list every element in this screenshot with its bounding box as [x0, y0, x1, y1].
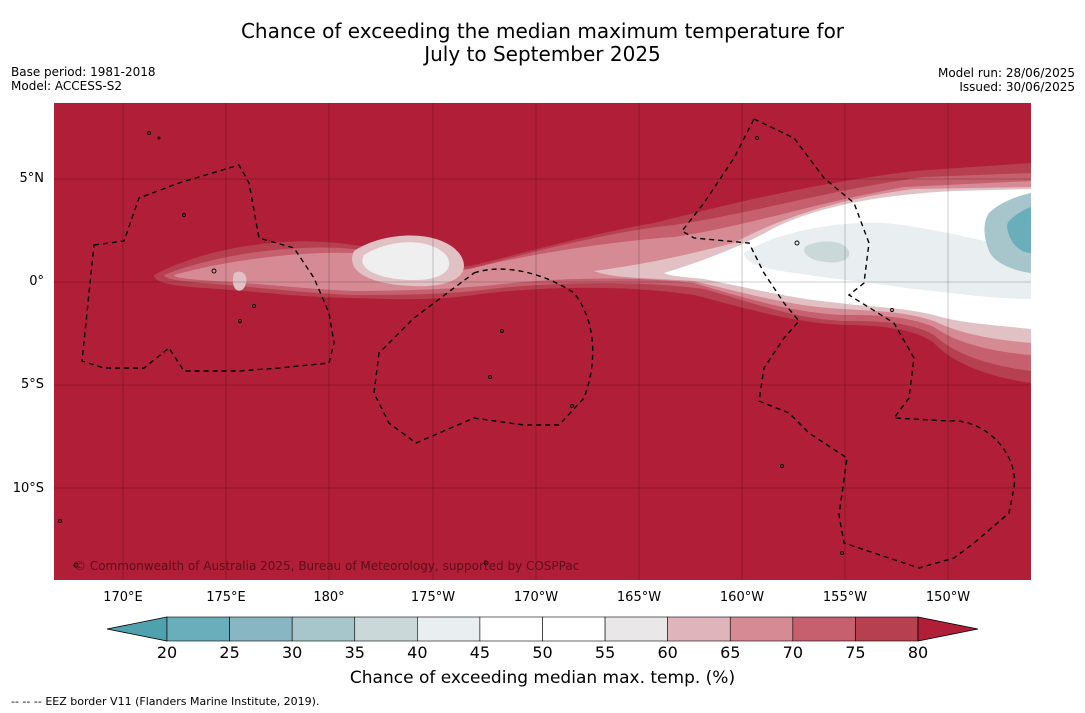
lat-label-5s: 5°S — [20, 377, 44, 392]
chart-title: Chance of exceeding the median maximum t… — [0, 20, 1085, 66]
colorbar-tick-label: 60 — [657, 643, 678, 662]
contour-45 — [744, 222, 1031, 299]
island — [488, 375, 492, 379]
eez-border-kiribati-gilbert — [81, 164, 335, 372]
colorbar-segment — [166, 616, 230, 642]
colorbar-segment — [229, 616, 293, 642]
colorbar-tick-label: 65 — [720, 643, 741, 662]
colorbar-arrow-low — [106, 616, 168, 642]
island — [73, 562, 79, 568]
colorbar — [106, 616, 979, 642]
colorbar-segment — [604, 616, 668, 642]
map-background — [54, 103, 1031, 580]
colorbar-segment — [291, 616, 356, 642]
graticule — [54, 103, 1031, 580]
island — [182, 213, 186, 217]
probability-contours — [154, 163, 1031, 383]
island — [211, 268, 217, 274]
colorbar-segment — [354, 616, 418, 642]
contour-55 — [362, 242, 450, 281]
island — [157, 136, 161, 140]
model-name: Model: ACCESS-S2 — [11, 79, 123, 93]
colorbar-segment — [479, 616, 543, 642]
lon-label: 165°W — [616, 590, 662, 605]
island — [890, 308, 894, 312]
lat-label-5n: 5°N — [19, 171, 45, 186]
island — [252, 304, 256, 308]
colorbar-tick-label: 75 — [845, 643, 866, 662]
island — [238, 319, 242, 323]
lon-label: 150°W — [925, 590, 971, 605]
colorbar-segment — [667, 616, 731, 642]
eez-border-phoenix — [373, 268, 594, 444]
model-run: Model run: 28/06/2025 — [937, 66, 1075, 80]
eez-legend-symbol: -- -- -- — [11, 695, 42, 708]
island — [500, 329, 504, 333]
island — [755, 136, 759, 140]
colorbar-tick-label: 40 — [407, 643, 428, 662]
issued-date: Issued: 30/06/2025 — [959, 80, 1075, 94]
base-period: Base period: 1981-2018 — [11, 65, 156, 79]
colorbar-tick-label: 45 — [469, 643, 491, 662]
colorbar-tick-label: 35 — [344, 643, 365, 662]
colorbar-tick-label: 50 — [532, 643, 553, 662]
copyright-notice: © Commonwealth of Australia 2025, Bureau… — [74, 559, 579, 573]
lon-label: 170°W — [513, 590, 559, 605]
lon-label: 170°E — [103, 590, 143, 605]
island — [840, 551, 844, 555]
colorbar-arrow-high — [917, 616, 979, 642]
colorbar-segment — [417, 616, 481, 642]
colorbar-segment — [792, 616, 856, 642]
lon-label: 175°E — [206, 590, 246, 605]
colorbar-tick-label: 80 — [907, 643, 929, 662]
island — [794, 240, 800, 246]
lat-label-0: 0° — [29, 274, 44, 289]
eez-legend-text: EEZ border V11 (Flanders Marine Institut… — [45, 695, 320, 708]
lon-label: 155°W — [822, 590, 868, 605]
meta-right: Model run: 28/06/2025 Issued: 30/06/2025 — [938, 66, 1075, 94]
eez-legend: -- -- -- EEZ border V11 (Flanders Marine… — [11, 695, 319, 708]
colorbar-tick-label: 30 — [281, 643, 303, 662]
colorbar-segment — [729, 616, 794, 642]
island — [58, 519, 62, 523]
colorbar-tick-label: 25 — [219, 643, 240, 662]
map-panel: © Commonwealth of Australia 2025, Bureau… — [54, 103, 1031, 580]
contour-60c — [232, 271, 247, 291]
island — [483, 560, 489, 566]
lon-label: 180° — [313, 590, 345, 605]
lon-label: 160°W — [719, 590, 765, 605]
contour-40 — [804, 241, 850, 263]
title-line-1: Chance of exceeding the median maximum t… — [240, 19, 845, 43]
lon-label: 175°W — [410, 590, 456, 605]
meta-left: Base period: 1981-2018 Model: ACCESS-S2 — [11, 65, 156, 93]
colorbar-segment — [542, 616, 606, 642]
contour-25 — [1007, 207, 1031, 253]
colorbar-tick-label: 70 — [782, 643, 803, 662]
eez-borders — [81, 118, 1016, 569]
colorbar-tick-label: 55 — [594, 643, 616, 662]
eez-border-line-islands — [680, 118, 1016, 569]
title-line-2: July to September 2025 — [424, 42, 661, 66]
colorbar-label: Chance of exceeding median max. temp. (%… — [349, 668, 736, 688]
island — [570, 404, 574, 408]
colorbar-segment — [855, 616, 919, 642]
island — [780, 464, 784, 468]
colorbar-tick-label: 20 — [156, 643, 178, 662]
islands — [58, 131, 894, 568]
island — [147, 131, 151, 135]
lat-label-10s: 10°S — [12, 481, 44, 496]
